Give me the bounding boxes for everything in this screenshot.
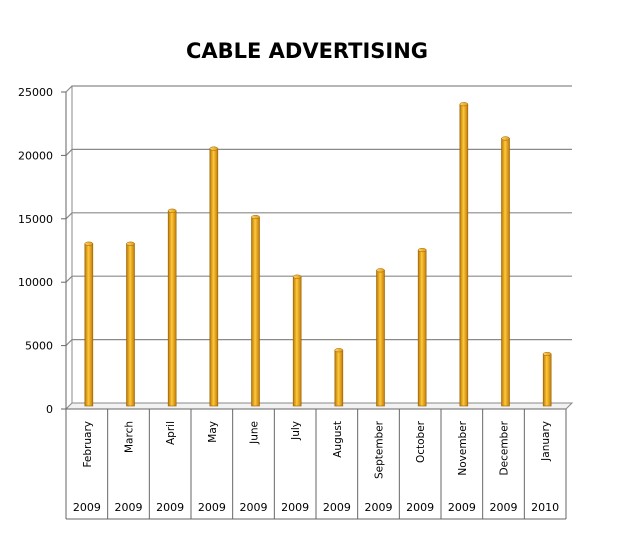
bar <box>292 274 302 407</box>
bar-cap <box>251 215 260 220</box>
bar-cap <box>376 268 385 273</box>
y-tick-label: 25000 <box>18 86 53 99</box>
bar <box>334 348 344 407</box>
bar-body <box>417 249 427 407</box>
bar <box>376 268 385 407</box>
x-year-label: 2009 <box>365 501 393 514</box>
x-year-label: 2009 <box>240 501 268 514</box>
bar <box>501 136 510 407</box>
bar-cap <box>167 208 177 213</box>
bar-body <box>376 270 385 407</box>
bar-body <box>251 216 260 407</box>
x-category-label: March <box>124 421 136 453</box>
x-year-label: 2009 <box>490 501 518 514</box>
bar <box>459 102 469 407</box>
gridline <box>65 275 572 283</box>
chart-title: CABLE ADVERTISING <box>186 39 428 63</box>
bars <box>84 102 552 407</box>
gridline <box>65 212 572 220</box>
bar-cap <box>501 136 510 141</box>
x-category-label: February <box>82 421 94 468</box>
bar-body <box>292 276 302 407</box>
x-year-label: 2009 <box>73 501 101 514</box>
y-tick-label: 15000 <box>18 213 53 226</box>
y-tick-label: 10000 <box>18 276 53 289</box>
bar-cap <box>126 241 135 246</box>
floor <box>64 402 574 410</box>
bar <box>167 208 177 407</box>
x-year-label: 2009 <box>156 501 184 514</box>
bar <box>84 241 94 407</box>
x-year-label: 2010 <box>531 501 559 514</box>
x-axis-category-table: February 2009 March 2009 April 2009 May 2009 Jun… <box>65 409 567 520</box>
bar-body <box>126 243 135 407</box>
bar-cap <box>209 146 219 151</box>
bar <box>251 215 260 407</box>
bar-body <box>84 243 94 407</box>
gridline <box>65 339 572 347</box>
gridlines <box>65 85 572 347</box>
bar-cap <box>292 274 302 279</box>
y-axis-ticks: 0 5000 10000 15000 20000 25000 <box>18 86 66 416</box>
x-category-label: November <box>457 420 469 475</box>
x-year-label: 2009 <box>281 501 309 514</box>
x-category-label: January <box>540 421 552 462</box>
y-tick-label: 20000 <box>18 149 53 162</box>
bar-body <box>167 210 177 407</box>
x-year-label: 2009 <box>115 501 143 514</box>
x-category-label: December <box>499 420 511 475</box>
bar-cap <box>459 102 469 107</box>
gridline <box>65 148 572 156</box>
x-year-label: 2009 <box>198 501 226 514</box>
x-category-label: May <box>207 421 219 443</box>
y-tick-label: 5000 <box>25 340 53 353</box>
gridline <box>65 85 572 93</box>
x-category-label: September <box>374 420 386 479</box>
x-category-label: October <box>415 420 427 463</box>
x-category-label: June <box>249 421 261 445</box>
x-category-label: August <box>332 421 344 458</box>
y-tick-label: 0 <box>46 403 53 416</box>
x-year-label: 2009 <box>323 501 351 514</box>
x-category-label: July <box>290 421 302 441</box>
bar <box>417 247 427 407</box>
bar-cap <box>542 351 552 357</box>
bar-cap <box>417 247 427 253</box>
bar-body <box>334 349 344 407</box>
bar <box>542 351 552 407</box>
bar-body <box>209 148 219 407</box>
bar-body <box>542 353 552 407</box>
bar <box>126 241 135 407</box>
axes <box>64 86 574 410</box>
bar-cap <box>334 348 344 353</box>
x-category-label: April <box>165 421 177 445</box>
x-year-label: 2009 <box>406 501 434 514</box>
bar-body <box>501 138 510 407</box>
bar-cap <box>84 241 94 246</box>
bar-body <box>459 103 469 407</box>
x-year-label: 2009 <box>448 501 476 514</box>
bar <box>209 146 219 407</box>
